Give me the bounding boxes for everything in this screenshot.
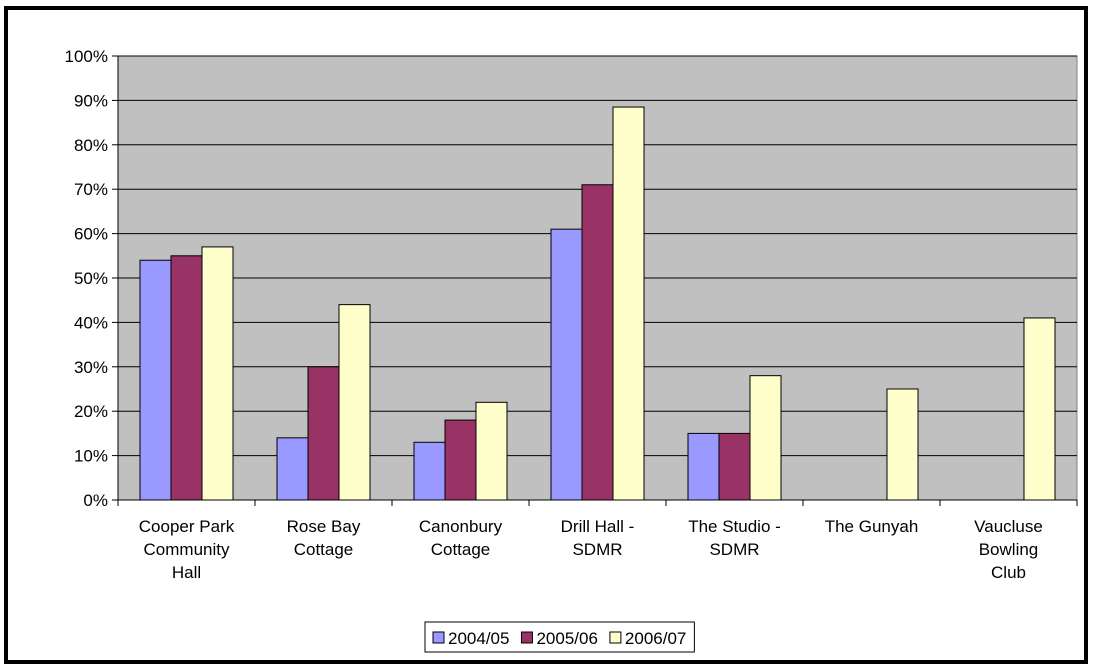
y-tick-label: 50% bbox=[74, 269, 108, 288]
bar-2006-07-1 bbox=[338, 304, 371, 501]
y-tick-label: 100% bbox=[65, 47, 108, 66]
y-tick-label: 80% bbox=[74, 136, 108, 155]
x-category-label: Vaucluse Bowling Club bbox=[974, 517, 1043, 582]
bar-2006-07-2 bbox=[475, 401, 508, 501]
bar-2005-06-3 bbox=[581, 184, 614, 501]
bar-2005-06-2 bbox=[444, 419, 477, 501]
bar-2004-05-3 bbox=[550, 228, 583, 501]
legend-label: 2006/07 bbox=[625, 629, 686, 648]
x-axis-labels: Cooper Park Community Hall Rose Bay Cottage C… bbox=[139, 517, 1043, 582]
y-tick-label: 30% bbox=[74, 358, 108, 377]
bar-2005-06-1 bbox=[307, 366, 340, 501]
legend-swatch-2006-07 bbox=[609, 631, 622, 644]
legend-label: 2004/05 bbox=[448, 629, 509, 648]
y-tick-label: 0% bbox=[83, 491, 108, 510]
legend-swatch-2004-05 bbox=[432, 631, 445, 644]
y-tick-label: 40% bbox=[74, 313, 108, 332]
y-tick-label: 10% bbox=[74, 447, 108, 466]
x-category-label: Rose Bay Cottage bbox=[287, 517, 361, 559]
bar-2006-07-5 bbox=[886, 388, 919, 501]
bar-2006-07-3 bbox=[612, 106, 645, 501]
y-axis-ticks: 0% 10% 20% 30% 40% 50% 60% 70% 80% 90% 100% bbox=[65, 47, 118, 510]
legend-swatch-2005-06 bbox=[520, 631, 533, 644]
bar-2004-05-2 bbox=[413, 441, 446, 501]
x-category-label: Canonbury Cottage bbox=[419, 517, 503, 559]
bar-2005-06-0 bbox=[170, 255, 203, 501]
bar-2004-05-1 bbox=[276, 437, 309, 501]
x-category-label: The Gunyah bbox=[825, 517, 919, 536]
y-tick-label: 20% bbox=[74, 402, 108, 421]
bar-2005-06-4 bbox=[718, 432, 751, 501]
x-category-label: Cooper Park Community Hall bbox=[139, 517, 235, 582]
x-category-label: Drill Hall -SDMR bbox=[561, 517, 635, 559]
bar-2004-05-0 bbox=[139, 259, 172, 501]
y-tick-label: 90% bbox=[74, 91, 108, 110]
y-tick-label: 70% bbox=[74, 180, 108, 199]
bar-2006-07-0 bbox=[201, 246, 234, 501]
bars bbox=[139, 106, 1056, 501]
bar-2004-05-4 bbox=[687, 432, 720, 501]
legend: 2004/05 2005/06 2006/07 bbox=[424, 621, 695, 653]
x-category-label: The Studio -SDMR bbox=[688, 517, 781, 559]
legend-label: 2005/06 bbox=[536, 629, 597, 648]
bar-2006-07-4 bbox=[749, 375, 782, 501]
axes bbox=[117, 56, 1078, 506]
legend-box bbox=[424, 621, 695, 653]
bar-2006-07-6 bbox=[1023, 317, 1056, 501]
y-tick-label: 60% bbox=[74, 225, 108, 244]
